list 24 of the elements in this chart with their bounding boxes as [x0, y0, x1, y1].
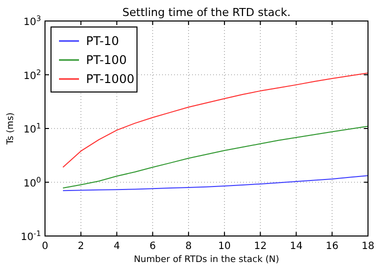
x-tick-label: 12	[254, 241, 267, 252]
y-tick-label: 10$^{-1}$	[20, 228, 42, 243]
y-axis-title: Ts (ms)	[6, 112, 16, 146]
x-tick-label: 6	[149, 241, 156, 252]
y-tick-label: 10$^{3}$	[23, 14, 42, 28]
x-tick-label: 0	[42, 241, 48, 252]
legend-label: PT-10	[86, 34, 120, 48]
x-tick-label: 10	[218, 241, 231, 252]
x-tick-label: 16	[326, 241, 338, 252]
line-series	[62, 126, 368, 189]
y-tick-label: 10$^{2}$	[23, 67, 42, 82]
chart-title: Settling time of the RTD stack.	[122, 6, 291, 19]
x-tick-label: 8	[185, 241, 192, 252]
line-series	[62, 72, 368, 168]
x-tick-label: 14	[290, 241, 303, 252]
x-axis-title: Number of RTDs in the stack (N)	[134, 255, 280, 265]
x-tick-label: 18	[362, 241, 374, 252]
y-tick-label: 10$^{0}$	[23, 174, 42, 190]
y-tick-label: 10$^{1}$	[23, 121, 42, 136]
x-tick-label: 2	[78, 241, 84, 252]
legend-label: PT-1000	[86, 72, 134, 86]
line-series	[62, 175, 368, 192]
x-tick-label: 4	[114, 241, 120, 252]
legend-label: PT-100	[86, 53, 127, 67]
